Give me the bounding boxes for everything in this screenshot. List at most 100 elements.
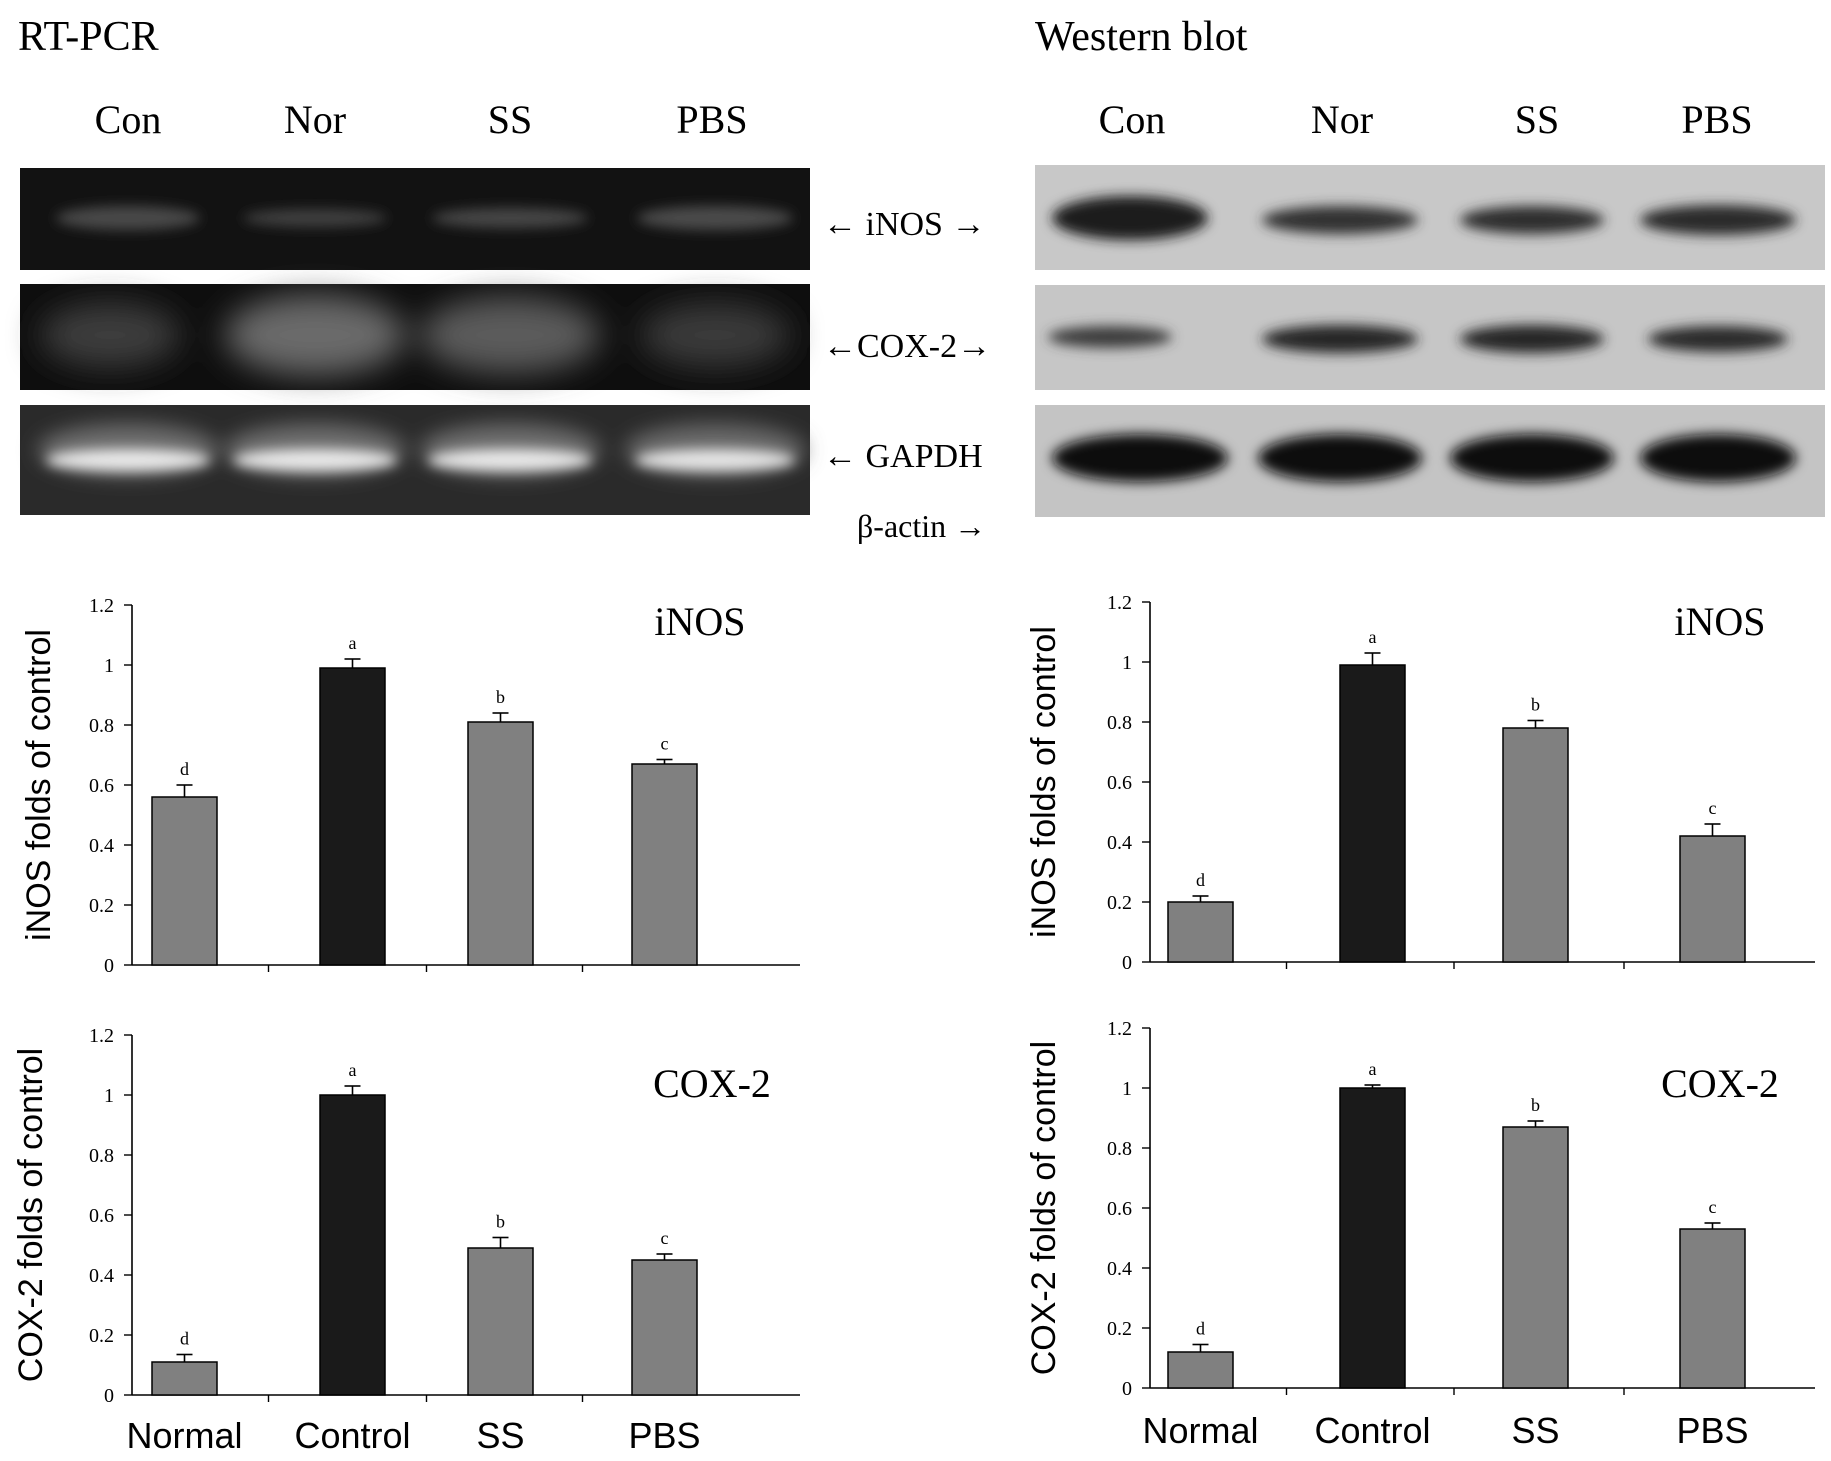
blot-strip-cox2 [1035,285,1825,390]
category-label: SS [1511,1410,1559,1451]
chart-rtpcr-inos: 0 0.2 0.4 0.6 0.8 1 1.2 d a b c iNOS iNOS folds of c… [20,595,800,977]
significance-letter: d [1196,870,1205,890]
category-label: Control [1314,1410,1430,1451]
y-tick-label: 0.8 [1107,712,1132,734]
significance-letter: d [180,759,189,779]
gel-lane-con: Con [95,97,162,142]
label-inos: ← iNOS → [823,206,985,243]
y-tick-label: 1.2 [1107,1018,1132,1040]
y-tick-label: 0.4 [89,1265,114,1287]
chart-title: COX-2 [653,1061,771,1106]
significance-letter: d [180,1329,189,1349]
category-label: SS [476,1415,524,1456]
western-blot-title: Western blot [1035,14,1248,60]
y-tick-label: 0.8 [89,715,114,737]
chart-western-inos: 0 0.2 0.4 0.6 0.8 1 1.2 d a b c iNOS iNOS folds of c… [1025,592,1815,974]
y-axis-label: COX-2 folds of control [12,1048,50,1382]
significance-letter: c [661,1228,669,1248]
label-cox2: ←COX-2→ [823,328,991,365]
bar-control [319,667,386,966]
gel-lane-ss: SS [488,97,533,142]
bar-pbs [631,1259,698,1396]
category-label: PBS [1676,1410,1748,1451]
y-tick-label: 0.6 [89,775,114,797]
chart-western-cox2: 0 0.2 0.4 0.6 0.8 1 1.2 d a b c COX-2 COX-2 folds of… [1025,1018,1815,1451]
y-tick-label: 1 [104,655,114,677]
gel-strip-gapdh [20,405,810,515]
blot-lane-ss: SS [1515,97,1560,142]
significance-letter: c [1709,1197,1717,1217]
category-label: Control [294,1415,410,1456]
label-beta-actin: β-actin → [857,508,986,544]
rtpcr-gel [20,168,810,515]
significance-letter: b [1531,695,1540,715]
y-tick-label: 0 [104,955,114,977]
blot-lane-labels-right: Con Nor SS PBS [1099,97,1753,142]
significance-letter: a [349,1060,357,1080]
bar-ss [1502,727,1569,963]
gel-lane-pbs: PBS [676,97,747,142]
y-tick-label: 1 [1122,1078,1132,1100]
y-tick-label: 0 [1122,1378,1132,1400]
y-tick-label: 1.2 [1107,592,1132,614]
y-tick-label: 0.4 [89,835,114,857]
y-tick-label: 0.2 [89,1325,114,1347]
significance-letter: c [1709,798,1717,818]
bar-normal [151,796,218,966]
blot-strip-inos [1035,165,1825,270]
blot-lane-pbs: PBS [1681,97,1752,142]
bar-pbs [631,763,698,966]
bar-control [319,1094,386,1396]
y-axis-label: iNOS folds of control [20,629,58,941]
bar-ss [467,1247,534,1396]
blot-lane-con: Con [1099,97,1166,142]
bar-normal [151,1361,218,1396]
category-label: Normal [126,1415,242,1456]
y-tick-label: 0.8 [1107,1138,1132,1160]
chart-title: iNOS [1674,599,1765,644]
gel-lane-nor: Nor [284,97,346,142]
significance-letter: b [1531,1095,1540,1115]
y-tick-label: 1.2 [89,595,114,617]
y-tick-label: 0.4 [1107,832,1132,854]
y-tick-label: 0.6 [89,1205,114,1227]
significance-letter: d [1196,1319,1205,1339]
chart-title: COX-2 [1661,1061,1779,1106]
y-tick-label: 0.6 [1107,1198,1132,1220]
y-tick-label: 0.8 [89,1145,114,1167]
y-tick-label: 0 [104,1385,114,1407]
bar-pbs [1679,1228,1746,1389]
bar-pbs [1679,835,1746,963]
category-label: Normal [1142,1410,1258,1451]
y-axis-label: iNOS folds of control [1025,626,1063,938]
significance-letter: c [661,734,669,754]
y-tick-label: 0.2 [89,895,114,917]
chart-rtpcr-cox2: 0 0.2 0.4 0.6 0.8 1 1.2 d a b c COX-2 COX-2 folds of… [12,1025,800,1456]
blot-lane-nor: Nor [1311,97,1373,142]
significance-letter: a [1369,1059,1377,1079]
significance-letter: a [1369,627,1377,647]
western-blot [1035,165,1825,517]
y-axis-label: COX-2 folds of control [1025,1041,1063,1375]
blot-strip-actin [1035,405,1825,517]
bar-control [1339,1087,1406,1389]
y-tick-label: 0.2 [1107,892,1132,914]
bar-ss [467,721,534,966]
y-tick-label: 0.4 [1107,1258,1132,1280]
significance-letter: a [349,633,357,653]
significance-letter: b [496,687,505,707]
label-gapdh: ← GAPDH [823,438,983,475]
rtpcr-title: RT-PCR [18,14,159,60]
bar-ss [1502,1126,1569,1389]
chart-title: iNOS [654,599,745,644]
gel-strip-cox2 [20,284,810,390]
y-tick-label: 1.2 [89,1025,114,1047]
y-tick-label: 0 [1122,952,1132,974]
y-tick-label: 0.2 [1107,1318,1132,1340]
gel-lane-labels-left: Con Nor SS PBS [95,97,748,142]
y-tick-label: 0.6 [1107,772,1132,794]
significance-letter: b [496,1212,505,1232]
bar-normal [1167,901,1234,963]
gel-strip-inos [20,168,810,270]
